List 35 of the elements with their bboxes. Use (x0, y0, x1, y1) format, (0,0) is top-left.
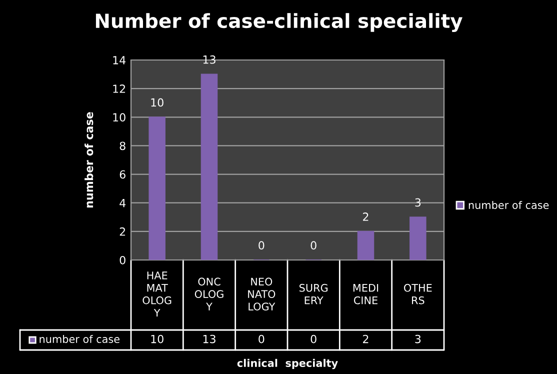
y-tick-label: 2 (120, 227, 126, 236)
y-tick-label: 8 (120, 142, 126, 150)
bar (357, 230, 374, 260)
x-tick-label: HAE MAT OLOG Y (142, 272, 172, 317)
text: 3 (415, 334, 421, 344)
y-tick-label: 14 (113, 56, 126, 64)
y-tick-label: 12 (113, 84, 126, 93)
data-label: 2 (363, 212, 368, 221)
data-label: 13 (203, 55, 216, 64)
data-label: 0 (258, 241, 264, 250)
bar (410, 216, 426, 260)
x-tick-label: MEDI CINE (353, 284, 378, 304)
y-tick-label: 10 (113, 113, 126, 122)
text: number of case (40, 334, 120, 344)
chart-title: Number of case-clinical speciality (96, 13, 462, 32)
x-axis-title: clinical specialty (237, 358, 338, 370)
y-tick-label: 4 (120, 198, 126, 208)
y-tick-label: 0 (120, 256, 126, 264)
data-label: 0 (310, 241, 316, 250)
bar (148, 116, 166, 260)
y-axis-title: number of case (84, 112, 94, 208)
text: 13 (203, 334, 216, 344)
legend-label: number of case (468, 200, 549, 210)
text: 0 (258, 334, 264, 344)
y-tick-label: 6 (120, 170, 126, 179)
bar (200, 74, 218, 260)
x-tick-label: SURG ERY (299, 284, 328, 304)
data-label: 10 (151, 98, 164, 107)
x-tick-label: ONC OLOG Y (194, 278, 224, 310)
x-tick-label: OTHE RS (404, 284, 432, 304)
data-label: 3 (415, 198, 421, 207)
text: 10 (151, 334, 164, 344)
x-tick-label: NEO NATO LOGY (248, 278, 276, 310)
text: 2 (363, 334, 368, 344)
text: 0 (310, 334, 316, 344)
